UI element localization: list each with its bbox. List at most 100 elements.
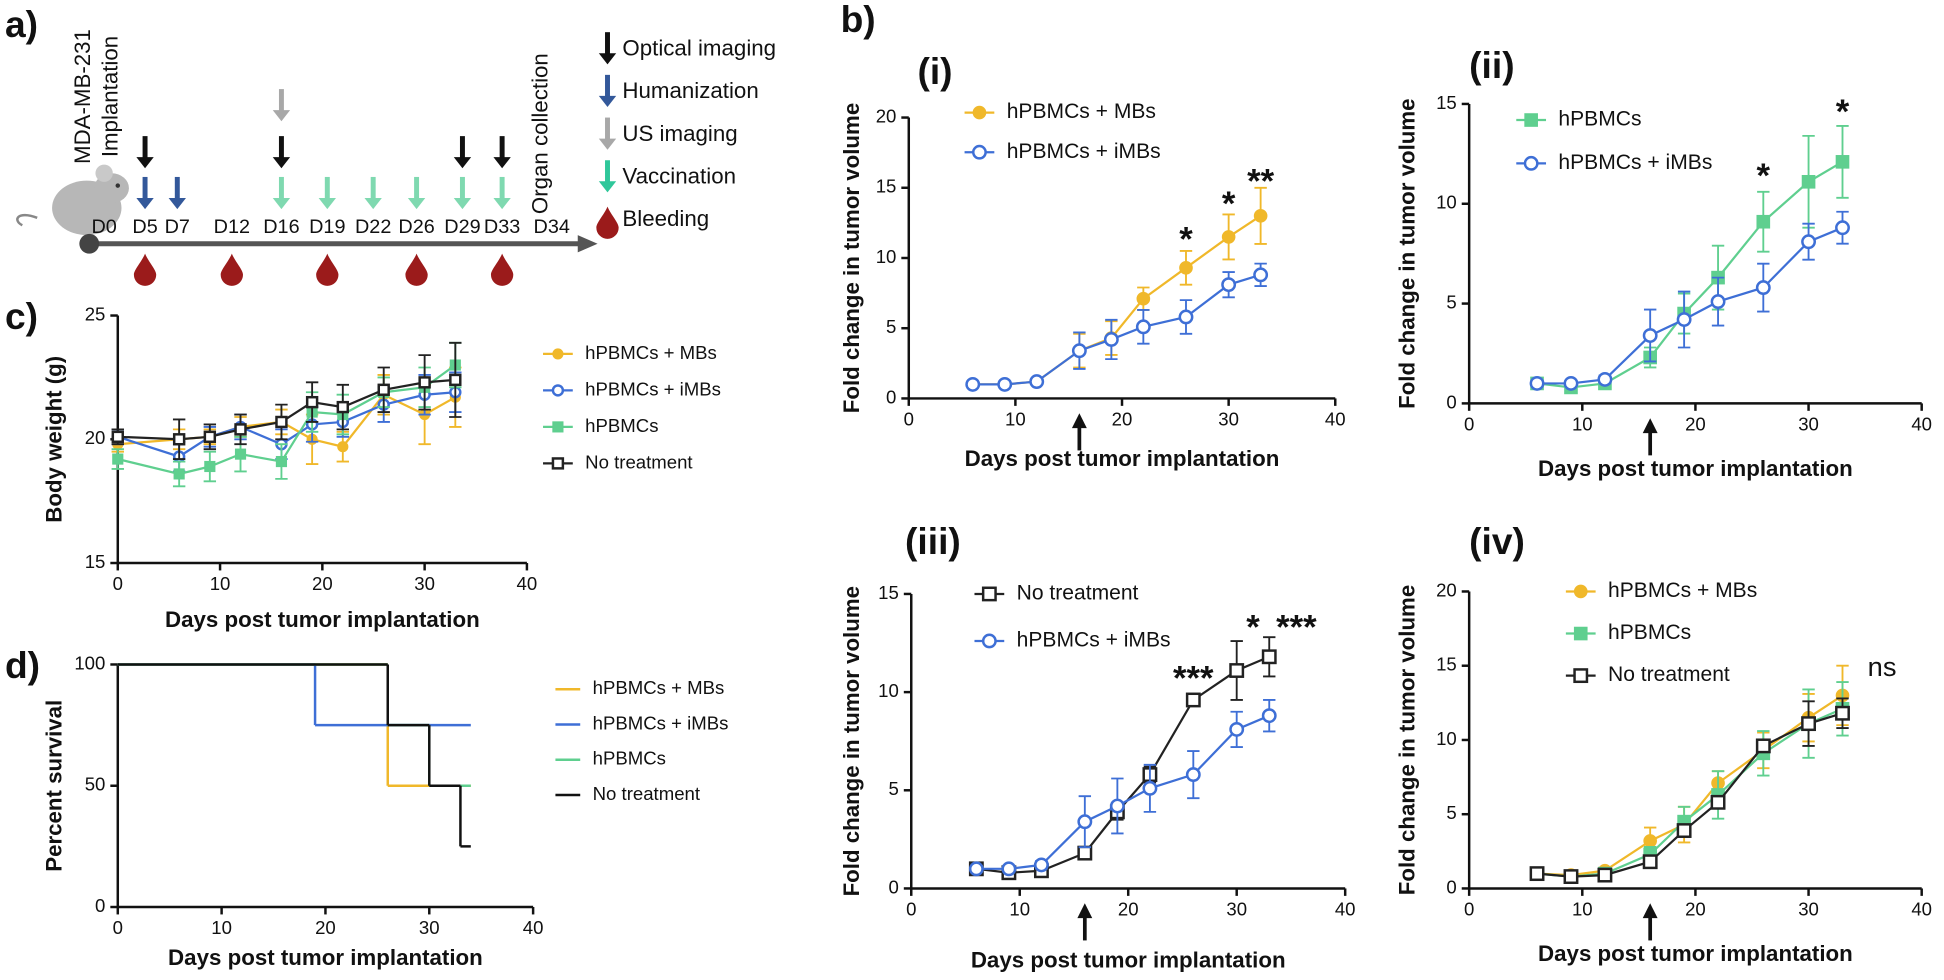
panel-label: a) xyxy=(5,3,38,45)
y-axis-label: Fold change in tumor volume xyxy=(1394,98,1419,408)
y-axis-label: Fold change in tumor volume xyxy=(1394,585,1419,895)
data-point xyxy=(173,468,185,480)
series-line xyxy=(976,714,1270,870)
panel-label: d) xyxy=(5,644,40,686)
legend-marker xyxy=(1573,584,1588,599)
x-tick-label: 20 xyxy=(315,917,336,938)
legend-label: hPBMCs xyxy=(585,415,658,436)
x-tick-label: 20 xyxy=(312,573,333,594)
y-axis-label: Fold change in tumor volume xyxy=(839,103,864,413)
series-line xyxy=(1536,694,1844,877)
legend-label: hPBMCs + iMBs xyxy=(1007,140,1161,163)
x-axis-label: Days post tumor implantation xyxy=(965,446,1280,471)
x-tick-label: 30 xyxy=(419,917,440,938)
data-point xyxy=(1563,869,1579,884)
y-tick-label: 0 xyxy=(1446,391,1456,412)
x-tick-label: 0 xyxy=(904,409,914,430)
chart-title: (iv) xyxy=(1469,520,1525,562)
y-tick-label: 15 xyxy=(1436,654,1457,675)
data-point xyxy=(1597,867,1613,883)
timeline-legend-label: Bleeding xyxy=(622,206,709,231)
legend-marker xyxy=(551,457,565,470)
series-line xyxy=(117,364,456,476)
legend-label: hPBMCs xyxy=(593,748,666,769)
data-point xyxy=(1229,721,1245,737)
legend-arrow-head xyxy=(598,95,617,108)
timeline-legend-label: Optical imaging xyxy=(622,35,776,60)
timeline-legend-label: Humanization xyxy=(622,78,758,103)
optical-arrow-head xyxy=(272,157,291,169)
series-line xyxy=(1537,226,1843,385)
legend-label: No treatment xyxy=(1017,582,1139,605)
legend-marker xyxy=(552,348,564,360)
data-point xyxy=(1103,332,1119,347)
data-point xyxy=(968,861,984,877)
x-tick-label: 30 xyxy=(1798,899,1819,920)
y-tick-label: 5 xyxy=(1446,291,1456,312)
x-tick-label: 0 xyxy=(113,573,123,594)
x-axis-label: Days post tumor implantation xyxy=(168,945,483,970)
day-label: D29 xyxy=(444,216,480,238)
data-point xyxy=(1179,261,1193,275)
treatment-arrow-head xyxy=(1642,418,1658,434)
annotation: ** xyxy=(1247,163,1275,201)
data-point xyxy=(336,400,350,414)
x-tick-label: 0 xyxy=(1464,899,1474,920)
data-point xyxy=(1221,277,1237,293)
us-arrow-head xyxy=(272,110,291,122)
annotation: *** xyxy=(1276,608,1317,646)
panel-label: b) xyxy=(841,0,876,40)
data-point xyxy=(1071,343,1087,359)
legend-marker xyxy=(1573,668,1589,684)
legend-label: hPBMCs + iMBs xyxy=(1558,151,1712,174)
data-point xyxy=(1597,372,1613,387)
data-point xyxy=(1755,280,1771,296)
legend-label: No treatment xyxy=(593,783,701,804)
data-point xyxy=(965,376,981,392)
organ-collection-label: Organ collection xyxy=(528,53,553,214)
legend-marker xyxy=(552,421,564,433)
data-point xyxy=(1676,312,1692,327)
timeline-start xyxy=(79,233,100,254)
y-tick-label: 15 xyxy=(1436,92,1457,113)
optical-arrow-head xyxy=(136,157,154,169)
series-line xyxy=(1536,707,1843,878)
data-point xyxy=(172,433,186,446)
day-label: D12 xyxy=(214,216,250,238)
day-label: D16 xyxy=(263,216,299,238)
series-line xyxy=(1536,712,1843,878)
data-point xyxy=(1643,834,1657,848)
data-point xyxy=(1710,794,1726,810)
legend-label: hPBMCs + MBs xyxy=(1608,579,1757,602)
annotation: ns xyxy=(1868,651,1897,682)
y-tick-label: 20 xyxy=(85,427,106,448)
x-tick-label: 20 xyxy=(1685,899,1706,920)
data-point xyxy=(1756,214,1771,229)
data-point xyxy=(234,423,247,436)
data-point xyxy=(377,383,390,396)
y-tick-label: 0 xyxy=(889,876,899,897)
data-point xyxy=(112,453,124,465)
data-point xyxy=(337,441,349,453)
optical-arrow-head xyxy=(493,157,511,169)
x-tick-label: 30 xyxy=(1226,899,1247,920)
data-point xyxy=(1801,716,1816,732)
x-tick-label: 10 xyxy=(1572,899,1593,920)
legend-marker xyxy=(981,586,997,602)
y-tick-label: 20 xyxy=(1436,579,1457,600)
data-point xyxy=(1529,376,1545,391)
vaccination-arrow-head xyxy=(453,197,472,210)
bleeding-drop xyxy=(596,206,619,239)
x-tick-label: 10 xyxy=(211,917,232,938)
legend-label: hPBMCs + MBs xyxy=(1007,100,1156,123)
data-point xyxy=(1261,649,1277,665)
data-point xyxy=(1136,291,1151,306)
data-point xyxy=(1185,692,1201,708)
treatment-arrow-head xyxy=(1077,903,1093,919)
data-point xyxy=(1642,328,1658,343)
y-tick-label: 15 xyxy=(876,176,897,197)
x-tick-label: 10 xyxy=(1009,899,1030,920)
x-tick-label: 20 xyxy=(1112,409,1133,430)
legend-label: hPBMCs + MBs xyxy=(593,677,725,698)
data-point xyxy=(1710,294,1726,310)
